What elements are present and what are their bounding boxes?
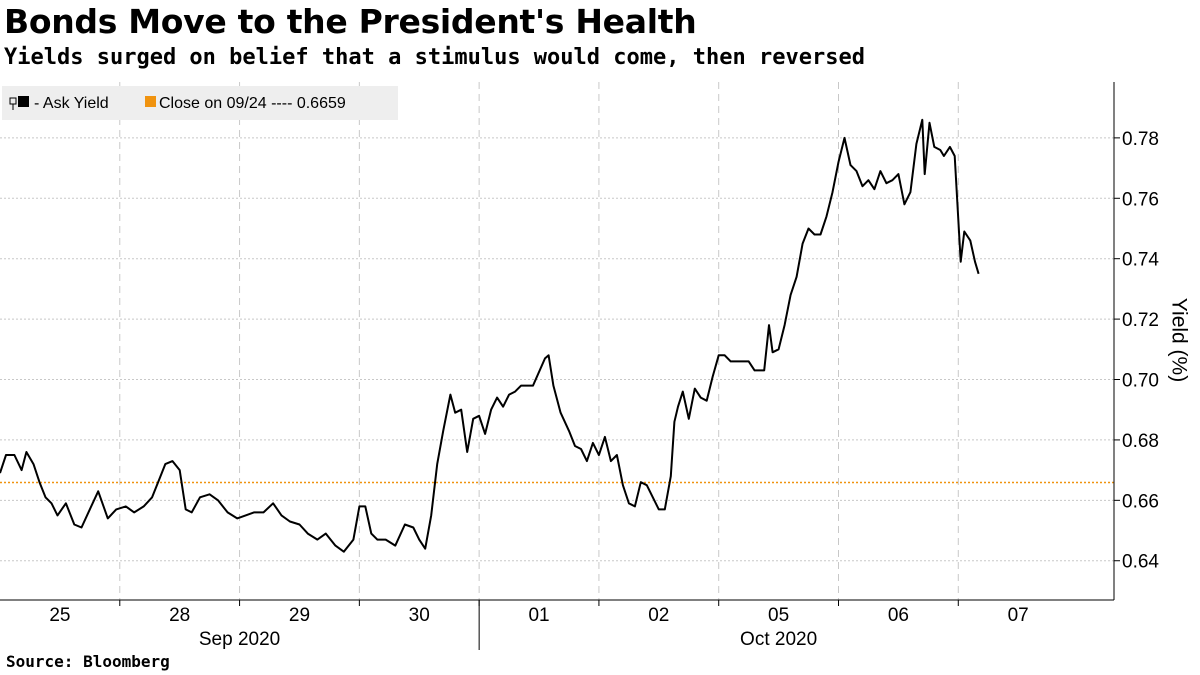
y-tick-label: 0.64 xyxy=(1122,552,1159,573)
x-tick-label: 02 xyxy=(648,605,669,626)
y-tick-label: 0.68 xyxy=(1122,431,1159,452)
month-labels: Sep 2020 Oct 2020 xyxy=(199,629,817,650)
close-legend-label: Close on 09/24 ---- 0.6659 xyxy=(159,95,346,112)
x-tick-label: 30 xyxy=(409,605,430,626)
month-label: Oct 2020 xyxy=(740,629,817,650)
close-legend-swatch xyxy=(145,96,156,107)
ask-yield-legend-label: - Ask Yield xyxy=(34,95,109,112)
vertical-gridlines xyxy=(119,82,959,600)
x-tick-label: 29 xyxy=(289,605,310,626)
chart-title: Bonds Move to the President's Health xyxy=(4,2,697,41)
legend: - Ask Yield Close on 09/24 ---- 0.6659 xyxy=(2,86,398,120)
y-tick-label: 0.74 xyxy=(1122,250,1159,271)
x-tick-label: 07 xyxy=(1008,605,1029,626)
y-tick-label: 0.70 xyxy=(1122,371,1159,392)
y-tick-label: 0.78 xyxy=(1122,129,1159,150)
y-axis-label: Yield (%) xyxy=(1167,298,1190,382)
month-label: Sep 2020 xyxy=(199,629,280,650)
legend-background xyxy=(2,86,398,120)
y-tick-label: 0.66 xyxy=(1122,491,1159,512)
y-tick-label: 0.72 xyxy=(1122,310,1159,331)
ask-yield-legend-icon xyxy=(9,96,29,110)
x-tick-label: 28 xyxy=(169,605,190,626)
x-axis-ticks: 25 28 29 30 01 02 05 06 07 xyxy=(49,600,1029,626)
ask-yield-line xyxy=(0,118,980,553)
source-note: Source: Bloomberg xyxy=(6,652,170,671)
x-tick-label: 05 xyxy=(768,605,789,626)
plot-area xyxy=(0,82,1114,600)
y-tick-label: 0.76 xyxy=(1122,189,1159,210)
chart-subtitle: Yields surged on belief that a stimulus … xyxy=(4,45,865,70)
x-tick-label: 25 xyxy=(49,605,70,626)
y-axis-ticks: 0.64 0.66 0.68 0.70 0.72 0.74 0.76 0.78 xyxy=(1114,129,1159,573)
x-tick-label: 01 xyxy=(528,605,549,626)
x-tick-label: 06 xyxy=(888,605,909,626)
